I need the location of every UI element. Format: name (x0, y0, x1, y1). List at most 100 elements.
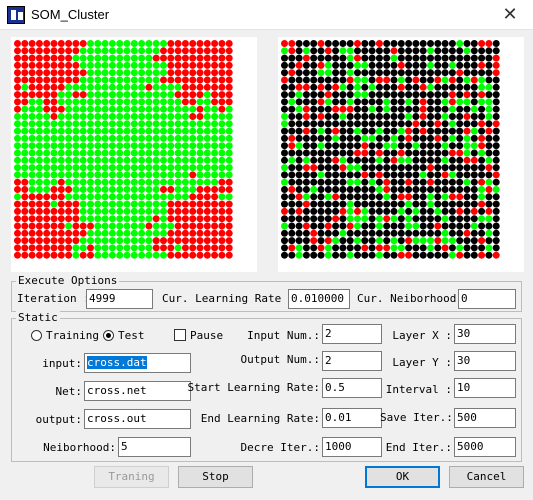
neuron-map-neuron (361, 127, 369, 135)
start-learning-rate-field[interactable]: 0.5 (322, 378, 382, 398)
pause-checkbox[interactable] (174, 329, 186, 341)
save-iter-field[interactable]: 500 (454, 408, 516, 428)
iteration-field[interactable]: 4999 (86, 289, 153, 309)
cluster-map-neuron (123, 193, 131, 201)
cluster-map-neuron (167, 47, 175, 55)
decre-iter-field[interactable]: 1000 (322, 437, 382, 457)
cluster-map-neuron (72, 229, 80, 237)
neuron-map-neuron (397, 222, 405, 230)
interval-field[interactable]: 10 (454, 378, 516, 398)
neuron-map-neuron (492, 222, 500, 230)
input-num-field[interactable]: 2 (322, 324, 382, 344)
cluster-map-neuron (174, 193, 182, 201)
neuron-map-neuron (448, 149, 456, 157)
neuron-map-neuron (288, 54, 296, 62)
neuron-map-neuron (354, 134, 361, 142)
output-field[interactable]: cross.out (84, 409, 191, 429)
layer-x-field[interactable]: 30 (454, 324, 516, 344)
input-field[interactable]: cross.dat (84, 353, 191, 373)
neuron-map-neuron (324, 54, 332, 62)
neuron-map-neuron (339, 207, 347, 215)
cluster-map-neuron (167, 251, 175, 259)
cluster-map-neuron (101, 200, 109, 208)
cluster-map-neuron (87, 91, 94, 99)
cluster-map-neuron (108, 61, 116, 69)
cluster-map-neuron (174, 76, 182, 84)
end-iter-field[interactable]: 5000 (454, 437, 516, 457)
neuron-map-neuron (281, 98, 288, 106)
neuron-map-neuron (456, 193, 464, 201)
cluster-map-neuron (152, 156, 160, 164)
training-radio[interactable] (31, 330, 42, 341)
cluster-map-neuron (65, 54, 73, 62)
neuron-map-neuron (368, 251, 376, 259)
neuron-map-neuron (419, 47, 427, 55)
cluster-map-neuron (152, 207, 160, 215)
net-field[interactable]: cross.net (84, 381, 191, 401)
neuron-map-neuron (390, 251, 398, 259)
test-radio[interactable] (103, 330, 114, 341)
cluster-map-neuron (218, 215, 226, 223)
cancel-button[interactable]: Cancel (449, 466, 524, 488)
neuron-map-neuron (339, 105, 347, 113)
cluster-map-neuron (174, 69, 182, 77)
neuron-map-neuron (346, 98, 354, 106)
cur-learning-rate-field[interactable]: 0.010000 (288, 289, 350, 309)
close-icon[interactable]: ✕ (502, 4, 518, 25)
pause-label[interactable]: Pause (190, 329, 224, 342)
training-label[interactable]: Training (46, 329, 99, 342)
cluster-map-neuron (72, 98, 80, 106)
ok-button[interactable]: OK (365, 466, 440, 488)
cluster-map-neuron (152, 229, 160, 237)
cluster-map-neuron (138, 215, 146, 223)
neuron-map-neuron (368, 164, 376, 172)
cluster-map-neuron (160, 105, 167, 113)
cluster-map-neuron (189, 171, 197, 179)
neuron-map-neuron (317, 156, 325, 164)
cluster-map-neuron (72, 134, 80, 142)
training-button[interactable]: Traning (94, 466, 169, 488)
neuron-map-neuron (302, 186, 310, 193)
cluster-map-neuron (189, 134, 197, 142)
stop-button[interactable]: Stop (178, 466, 253, 488)
cluster-map-neuron (65, 47, 73, 55)
cluster-map-neuron (87, 76, 94, 84)
neuron-map-neuron (478, 171, 486, 179)
layer-y-field[interactable]: 30 (454, 351, 516, 371)
cluster-map-neuron (160, 229, 167, 237)
test-label[interactable]: Test (118, 329, 145, 342)
neuron-map-neuron (302, 156, 310, 164)
output-num-field[interactable]: 2 (322, 351, 382, 371)
neuron-map-neuron (281, 120, 288, 128)
cluster-map-neuron (72, 105, 80, 113)
neuron-map-neuron (295, 134, 303, 142)
neiborhood-field[interactable]: 5 (118, 437, 191, 457)
cluster-map-neuron (94, 105, 102, 113)
neuron-map-neuron (441, 186, 449, 193)
neuron-map-neuron (375, 69, 383, 77)
cluster-map-neuron (225, 237, 233, 245)
neuron-map-neuron (405, 113, 413, 120)
neuron-map-neuron (485, 244, 493, 252)
cluster-map-neuron (211, 113, 219, 120)
neuron-map-neuron (485, 91, 493, 99)
cluster-map-neuron (14, 105, 21, 113)
neuron-map-neuron (383, 200, 391, 208)
neuron-map-neuron (324, 164, 332, 172)
neuron-map-neuron (354, 83, 361, 91)
neuron-map-neuron (302, 91, 310, 99)
neuron-map-neuron (317, 120, 325, 128)
neuron-map-neuron (295, 237, 303, 245)
end-learning-rate-field[interactable]: 0.01 (322, 408, 382, 428)
neuron-map-neuron (434, 251, 442, 259)
cur-neiborhood-field[interactable]: 0 (458, 289, 516, 309)
cluster-map-neuron (108, 69, 116, 77)
neuron-map-neuron (419, 98, 427, 106)
neuron-map-neuron (332, 113, 340, 120)
neuron-map-neuron (463, 215, 471, 223)
cluster-map-neuron (101, 113, 109, 120)
cluster-map-neuron (167, 98, 175, 106)
neuron-map-neuron (354, 229, 361, 237)
cluster-map-neuron (218, 98, 226, 106)
cluster-map-neuron (21, 178, 29, 186)
